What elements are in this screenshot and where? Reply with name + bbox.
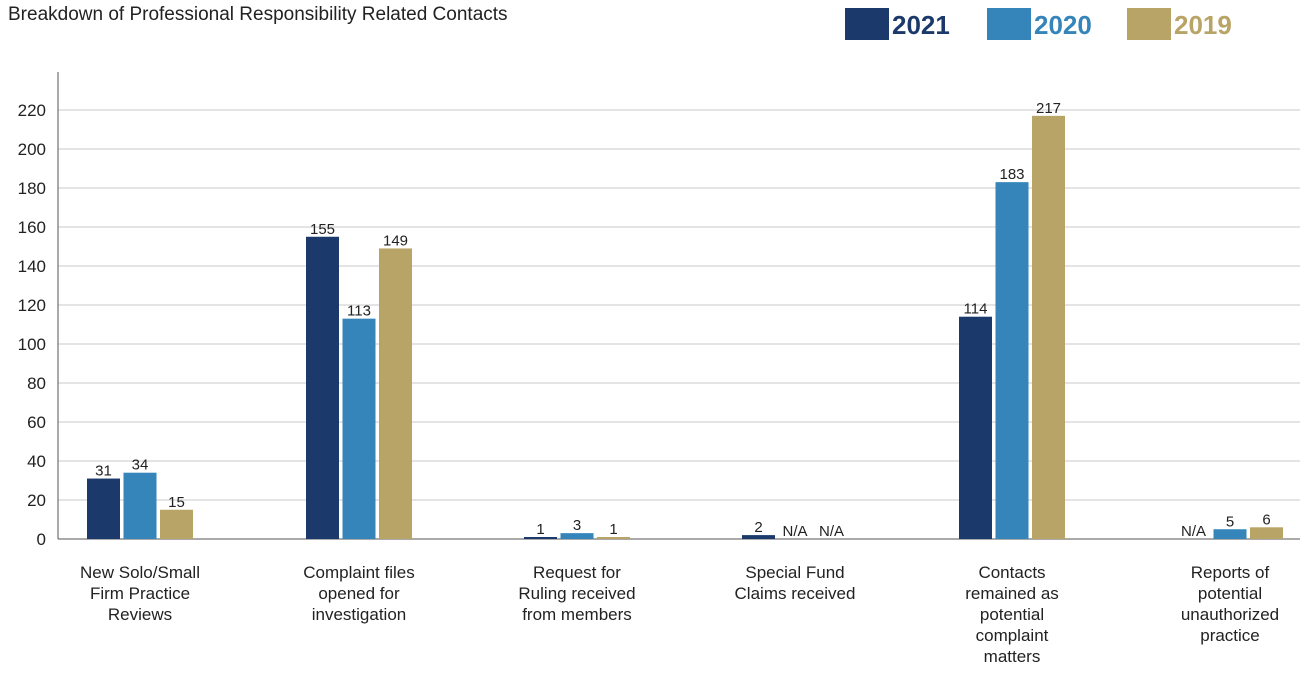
x-category-label-line: Request for xyxy=(533,563,621,582)
y-tick-label: 140 xyxy=(18,257,46,276)
y-tick-label: 200 xyxy=(18,140,46,159)
chart-title: Breakdown of Professional Responsibility… xyxy=(8,4,508,25)
bar-2020-4 xyxy=(995,182,1029,539)
legend-swatch xyxy=(987,8,1031,40)
y-tick-label: 100 xyxy=(18,335,46,354)
legend-swatch xyxy=(845,8,889,40)
data-label: 5 xyxy=(1226,513,1234,530)
x-category-label-line: remained as xyxy=(965,584,1059,603)
y-tick-label: 220 xyxy=(18,101,46,120)
x-category-label-line: practice xyxy=(1200,626,1260,645)
data-label: 2 xyxy=(754,519,762,536)
x-category-label: New Solo/Small Firm Practice Reviews xyxy=(80,563,200,624)
x-category-label-line: potential xyxy=(1198,584,1262,603)
data-label: 1 xyxy=(536,521,544,538)
data-label: 34 xyxy=(132,457,149,474)
x-category-label-line: Firm Practice xyxy=(90,584,190,603)
data-label: N/A xyxy=(819,523,844,540)
y-tick-label: 40 xyxy=(27,452,46,471)
y-tick-label: 160 xyxy=(18,218,46,237)
x-category-label-line: Reviews xyxy=(108,605,172,624)
legend-label: 2020 xyxy=(1034,10,1092,40)
x-category-label-line: Ruling received xyxy=(518,584,635,603)
data-label: 183 xyxy=(999,166,1024,183)
bar-2019-1 xyxy=(379,248,412,539)
data-label: 113 xyxy=(347,303,371,320)
y-tick-label: 80 xyxy=(27,374,46,393)
x-category-label-line: potential xyxy=(980,605,1044,624)
data-label: 155 xyxy=(310,221,335,238)
x-category-label-line: unauthorized xyxy=(1181,605,1279,624)
x-category-label: Request for Ruling received from members xyxy=(518,563,635,624)
y-tick-label: 60 xyxy=(27,413,46,432)
y-tick-label: 120 xyxy=(18,296,46,315)
x-category-label-line: Complaint files xyxy=(303,563,415,582)
x-category-label: Special Fund Claims received xyxy=(735,563,856,603)
x-category-label-line: matters xyxy=(984,647,1041,666)
data-label: 1 xyxy=(609,521,617,538)
x-category-label-line: opened for xyxy=(318,584,400,603)
data-label: 149 xyxy=(383,232,408,249)
y-tick-label: 20 xyxy=(27,491,46,510)
data-label: 217 xyxy=(1036,100,1061,117)
data-label: 31 xyxy=(95,463,112,480)
data-label: N/A xyxy=(782,523,807,540)
bar-2020-0 xyxy=(123,472,157,539)
data-label: 3 xyxy=(573,517,581,534)
x-category-label-line: Reports of xyxy=(1191,563,1270,582)
legend-swatch xyxy=(1127,8,1171,40)
legend-label: 2019 xyxy=(1174,10,1232,40)
data-label: 6 xyxy=(1262,511,1270,528)
legend-label: 2021 xyxy=(892,10,950,40)
x-category-label: Reports of potential unauthorized practice xyxy=(1181,563,1279,645)
data-label: 15 xyxy=(168,494,185,511)
bar-2019-2 xyxy=(597,537,630,539)
data-label: 114 xyxy=(964,301,988,318)
y-tick-label: 180 xyxy=(18,179,46,198)
x-category-label-line: New Solo/Small xyxy=(80,563,200,582)
x-category-label: Contacts remained as potential complaint mat… xyxy=(965,563,1059,666)
bar-2021-3 xyxy=(742,535,775,539)
x-category-label-line: Claims received xyxy=(735,584,856,603)
bar-2021-0 xyxy=(87,478,120,539)
bar-2020-5 xyxy=(1213,529,1247,539)
x-category-label-line: complaint xyxy=(976,626,1049,645)
bar-2020-1 xyxy=(342,318,376,539)
x-category-label-line: investigation xyxy=(312,605,407,624)
x-category-label-line: Contacts xyxy=(978,563,1045,582)
bar-2020-2 xyxy=(560,533,594,539)
x-category-label: Complaint files opened for investigation xyxy=(303,563,415,624)
bar-2019-5 xyxy=(1250,527,1283,539)
bar-2021-2 xyxy=(524,537,557,539)
bar-2021-4 xyxy=(959,316,992,539)
bar-2019-4 xyxy=(1032,115,1065,539)
x-category-label-line: from members xyxy=(522,605,632,624)
x-category-label-line: Special Fund xyxy=(745,563,844,582)
bar-2019-0 xyxy=(160,509,193,539)
y-tick-label: 0 xyxy=(37,530,46,549)
bar-2021-1 xyxy=(306,236,339,539)
data-label: N/A xyxy=(1181,523,1206,540)
